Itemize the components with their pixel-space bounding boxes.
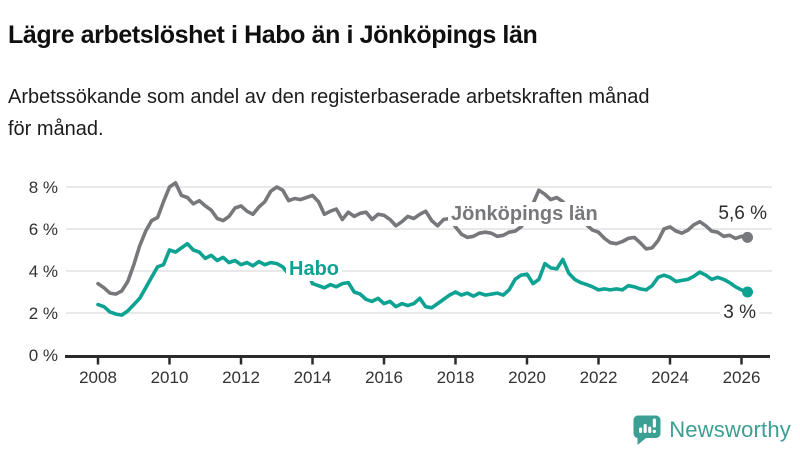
page-title: Lägre arbetslöshet i Habo än i Jönköping… — [8, 20, 538, 49]
x-tick-label-2022: 2022 — [580, 368, 618, 387]
x-tick-label-2012: 2012 — [222, 368, 260, 387]
series-end-dot-1 — [742, 286, 753, 298]
x-tick-label-2010: 2010 — [151, 368, 189, 387]
y-tick-label-2: 2 % — [29, 304, 58, 323]
series-line-1 — [96, 241, 750, 317]
x-tick-label-2014: 2014 — [294, 368, 332, 387]
x-tick-label-2018: 2018 — [437, 368, 475, 387]
newsworthy-logo: Newsworthy — [632, 414, 791, 446]
newsworthy-bar-chart-speech-bubble-icon — [633, 415, 661, 445]
x-axis — [65, 355, 770, 365]
y-tick-label-6: 6 % — [29, 220, 58, 239]
y-tick-label-8: 8 % — [29, 178, 58, 197]
x-tick-label-2026: 2026 — [723, 368, 761, 387]
chart-subtitle: Arbetssökande som andel av den registerb… — [8, 86, 650, 140]
gridlines — [66, 186, 772, 314]
series-label-habo: Habo — [286, 257, 342, 281]
y-tick-label-0: 0 % — [29, 346, 58, 365]
x-tick-label-2024: 2024 — [651, 368, 689, 387]
x-axis-labels: 2008 2010 2012 2014 2016 2018 2020 2022 2024 2026 — [79, 368, 760, 387]
series-lines — [96, 181, 750, 317]
series-label-jonkopings-lan: Jönköpings län — [448, 202, 601, 226]
x-tick-label-2008: 2008 — [79, 368, 117, 387]
x-tick-label-2016: 2016 — [365, 368, 403, 387]
x-tick-label-2020: 2020 — [508, 368, 546, 387]
newsworthy-logo-text: Newsworthy — [669, 417, 791, 442]
end-value-label-habo: 3 % — [720, 303, 759, 322]
series-line-0 — [96, 181, 750, 296]
end-value-label-jonkopings-lan: 5,6 % — [715, 204, 770, 223]
series-end-dot-0 — [742, 231, 753, 243]
y-tick-label-4: 4 % — [29, 262, 58, 281]
series-end-dots — [742, 231, 753, 298]
y-axis-labels: 0 % 2 % 4 % 6 % 8 % — [29, 178, 58, 365]
